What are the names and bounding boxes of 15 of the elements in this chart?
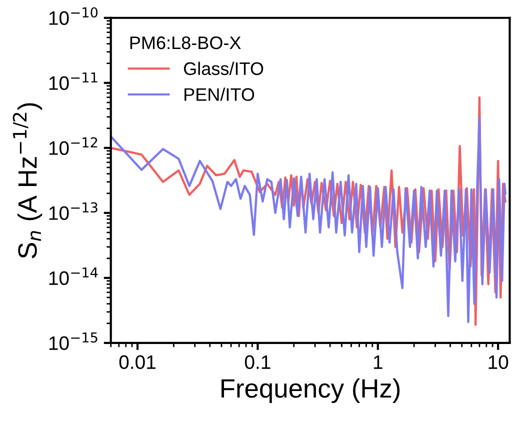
x-axis-title: Frequency (Hz): [222, 378, 400, 404]
y-axis-title: S$_{n}$ (A Hz$^{−1/2}$): [12, 103, 42, 258]
y-tick-label: 10$^{−10}$: [49, 7, 98, 25]
x-tick-label: 1: [374, 355, 382, 369]
x-tick-label: 0.01: [119, 355, 156, 370]
y-tick-label: 10$^{−11}$: [49, 72, 98, 90]
legend-label: Glass/ITO: [184, 62, 264, 76]
x-tick-label: 0.1: [244, 355, 270, 370]
y-tick-label: 10$^{−14}$: [49, 267, 98, 286]
y-tick-label: 10$^{−15}$: [49, 332, 98, 350]
legend-title: PM6:L8-BO-X: [130, 36, 241, 50]
y-tick-label: 10$^{−13}$: [49, 202, 98, 220]
y-tick-label: 10$^{−12}$: [49, 137, 98, 155]
x-tick-label: 10: [488, 355, 508, 370]
legend-label: PEN/ITO: [184, 88, 254, 101]
